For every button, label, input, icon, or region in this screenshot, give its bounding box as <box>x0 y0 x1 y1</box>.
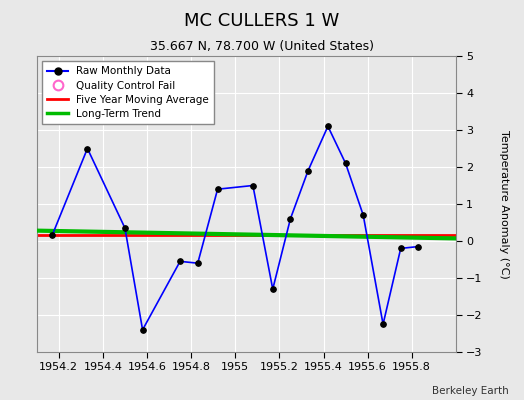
Legend: Raw Monthly Data, Quality Control Fail, Five Year Moving Average, Long-Term Tren: Raw Monthly Data, Quality Control Fail, … <box>42 61 214 124</box>
Y-axis label: Temperature Anomaly (°C): Temperature Anomaly (°C) <box>499 130 509 278</box>
Text: 35.667 N, 78.700 W (United States): 35.667 N, 78.700 W (United States) <box>150 40 374 53</box>
Text: Berkeley Earth: Berkeley Earth <box>432 386 508 396</box>
Text: MC CULLERS 1 W: MC CULLERS 1 W <box>184 12 340 30</box>
